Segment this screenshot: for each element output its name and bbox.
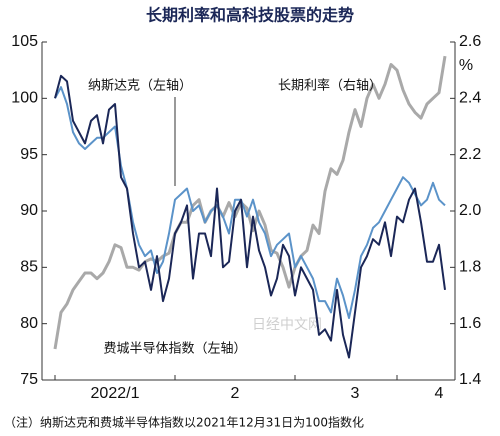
watermark: 日经中文网 — [252, 317, 322, 333]
y-tick-label: 80 — [20, 315, 38, 332]
y-tick-label: 105 — [11, 33, 38, 50]
chart-title: 长期利率和高科技股票的走势 — [146, 6, 354, 25]
y2-tick-label: 2.0 — [459, 202, 481, 219]
y2-unit: % — [459, 57, 473, 74]
y2-tick-label: 2.4 — [459, 90, 481, 107]
legend-label: 纳斯达克（左轴） — [88, 79, 192, 94]
note: （注）纳斯达克和费城半导体指数以2021年12月31日为100指数化 — [4, 415, 364, 430]
legend-label: 长期利率（右轴） — [278, 78, 382, 94]
x-tick-label: 2 — [231, 385, 240, 402]
x-tick-label: 3 — [351, 385, 360, 402]
y-tick-label: 90 — [20, 202, 38, 219]
y-tick-label: 100 — [11, 90, 38, 107]
x-tick-label: 2022/1 — [91, 385, 140, 402]
x-tick-label: 4 — [435, 385, 444, 402]
y2-tick-label: 2.2 — [459, 146, 481, 163]
y-tick-label: 85 — [20, 259, 38, 276]
series-line — [53, 55, 447, 350]
y2-tick-label: 1.8 — [459, 259, 481, 276]
series-line — [54, 74, 446, 359]
legend-label: 费城半导体指数（左轴） — [103, 342, 246, 357]
y-tick-label: 75 — [20, 371, 38, 388]
y-tick-label: 95 — [20, 146, 38, 163]
y2-tick-label: 1.4 — [459, 371, 481, 388]
y2-tick-label: 1.6 — [459, 315, 481, 332]
y2-tick-label: 2.6 — [459, 33, 481, 50]
